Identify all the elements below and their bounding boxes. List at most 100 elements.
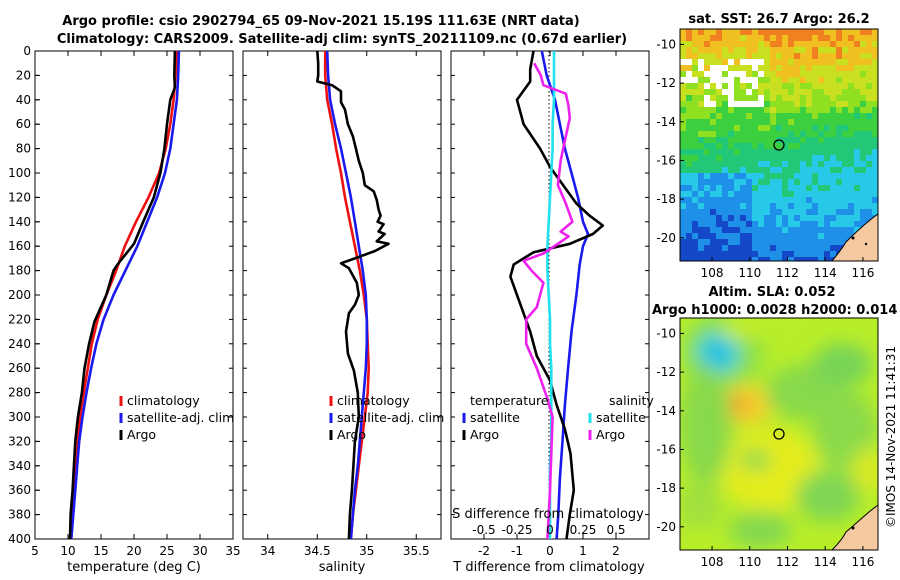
- map-lat-label: -10: [656, 326, 676, 340]
- sla-map-frame: [679, 317, 879, 551]
- depth-tick-label: 20: [16, 68, 31, 82]
- x-tick-label: -2: [478, 544, 490, 558]
- map-lat-label: -12: [656, 365, 676, 379]
- legend-entry-label: satellite-adj. clim: [337, 410, 444, 425]
- depth-tick-label: 400: [8, 532, 31, 546]
- series-satellite-adj-clim: [70, 51, 181, 539]
- depth-tick-label: 180: [8, 264, 31, 278]
- x-tick-label: 5: [31, 544, 39, 558]
- imos-watermark: ©IMOS 14-Nov-2021 11:41:31: [884, 346, 898, 528]
- legend-entry-label: Argo: [337, 427, 366, 442]
- depth-tick-label: 100: [8, 166, 31, 180]
- map-lon-label: 112: [776, 266, 799, 280]
- x-tick-label: 20: [126, 544, 141, 558]
- map-lon-label: 112: [776, 555, 799, 569]
- legend-entry-label: Argo: [596, 427, 625, 442]
- difference-panel: -2 -1 0 1 2 T difference from climatology S …: [450, 50, 654, 575]
- legend-temperature-title: temperature: [470, 393, 549, 408]
- depth-tick-label: 380: [8, 508, 31, 522]
- sal-diff-tick-label: -0.25: [501, 523, 532, 537]
- depth-tick-label: 300: [8, 410, 31, 424]
- legend-salinity-title: salinity: [609, 393, 654, 408]
- series-temperature-argo: [509, 51, 605, 539]
- x-tick-label: 35: [359, 544, 374, 558]
- legend-entry-label: climatology: [127, 393, 200, 408]
- depth-tick-label: 200: [8, 288, 31, 302]
- depth-tick-label: 120: [8, 190, 31, 204]
- map-lon-label: 114: [814, 266, 837, 280]
- legend-entry-label: climatology: [337, 393, 410, 408]
- x-tick-label: 25: [159, 544, 174, 558]
- depth-tick-label: 80: [16, 142, 31, 156]
- temperature-xlabel: temperature (deg C): [67, 560, 201, 575]
- x-tick-label: 35: [225, 544, 240, 558]
- map-lon-label: 116: [851, 266, 874, 280]
- salinity-difference-xlabel: S difference from climatology: [452, 507, 644, 522]
- map-lat-label: -14: [656, 404, 676, 418]
- series-temperature-satellite: [540, 51, 590, 539]
- map-lat-label: -20: [656, 520, 676, 534]
- map-lat-label: -12: [656, 76, 676, 90]
- sla-map-axes: 108 110 112 114 116 -10 -12 -14 -16 -18 -20: [656, 326, 874, 569]
- map-lon-label: 108: [701, 266, 724, 280]
- title-line-1: Argo profile: csio 2902794_65 09-Nov-202…: [62, 14, 579, 29]
- map-lat-label: -10: [656, 37, 676, 51]
- salinity-axes-box: [242, 50, 442, 540]
- temperature-x-axis: 5 10 15 20 25 30 35: [31, 50, 241, 558]
- series-satellite-adj-clim: [325, 51, 369, 539]
- depth-tick-label: 320: [8, 434, 31, 448]
- depth-tick-label: 0: [23, 44, 31, 58]
- difference-xlabel: T difference from climatology: [452, 560, 645, 575]
- difference-legend: temperature salinity satellite Argo satellit…: [462, 393, 654, 442]
- map-lon-label: 110: [738, 266, 761, 280]
- depth-tick-label: 360: [8, 483, 31, 497]
- x-tick-label: 1: [579, 544, 587, 558]
- series-argo: [315, 51, 390, 539]
- sst-map-title: sat. SST: 26.7 Argo: 26.2: [688, 12, 869, 27]
- salinity-difference-axis: -0.5 -0.25 0 0.25 0.5: [472, 523, 625, 537]
- temperature-legend: climatology satellite-adj. clim Argo: [119, 393, 234, 442]
- sal-diff-tick-label: 0: [546, 523, 554, 537]
- map-lon-label: 114: [814, 555, 837, 569]
- x-tick-label: 30: [192, 544, 207, 558]
- sst-map-axes: 108 110 112 114 116 -10 -12 -14 -16 -18 -20: [656, 37, 874, 280]
- depth-tick-label: 40: [16, 93, 31, 107]
- map-lon-label: 110: [738, 555, 761, 569]
- depth-tick-label: 140: [8, 215, 31, 229]
- series-climatology: [323, 51, 371, 539]
- sla-map-subtitle: Argo h1000: 0.0028 h2000: 0.014: [652, 303, 897, 318]
- depth-tick-label: 280: [8, 386, 31, 400]
- x-tick-label: 0: [546, 544, 554, 558]
- sst-coastline: [831, 213, 878, 261]
- argo-location-marker: [773, 139, 785, 151]
- sal-diff-tick-label: 0.25: [570, 523, 597, 537]
- map-lat-label: -14: [656, 115, 676, 129]
- map-lat-label: -18: [656, 192, 676, 206]
- depth-tick-label: 340: [8, 459, 31, 473]
- sst-map-panel: sat. SST: 26.7 Argo: 26.2 108 110 112 114 11…: [656, 12, 879, 280]
- series-argo: [68, 51, 177, 539]
- depth-tick-label: 240: [8, 337, 31, 351]
- argo-location-marker-sla: [773, 428, 785, 440]
- salinity-xlabel: salinity: [319, 560, 366, 575]
- map-lat-label: -18: [656, 481, 676, 495]
- legend-entry-label: satellite: [596, 410, 646, 425]
- legend-entry-label: Argo: [127, 427, 156, 442]
- title-line-2: Climatology: CARS2009. Satellite-adj cli…: [57, 32, 627, 47]
- x-tick-label: 10: [60, 544, 75, 558]
- difference-x-axis: -2 -1 0 1 2: [451, 50, 649, 558]
- x-tick-label: 2: [612, 544, 620, 558]
- sla-map-title: Altim. SLA: 0.052: [709, 285, 836, 300]
- salinity-legend: climatology satellite-adj. clim Argo: [329, 393, 444, 442]
- sal-diff-tick-label: 0.5: [606, 523, 625, 537]
- sst-heatmap: [680, 29, 878, 261]
- depth-tick-label: 220: [8, 312, 31, 326]
- map-lat-label: -16: [656, 153, 676, 167]
- depth-axis: 0 20 40 60 80 100 120 140 160 180 200 220 240 260 280 3…: [8, 44, 40, 546]
- temperature-panel: 0 20 40 60 80 100 120 140 160 180 200 220 240 260 280 3…: [8, 44, 241, 575]
- salinity-panel: 34 34.5 35 35.5 salinity climatology satelli…: [242, 50, 444, 575]
- x-tick-label: 34: [260, 544, 275, 558]
- legend-entry-label: Argo: [470, 427, 499, 442]
- x-tick-label: 35.5: [403, 544, 430, 558]
